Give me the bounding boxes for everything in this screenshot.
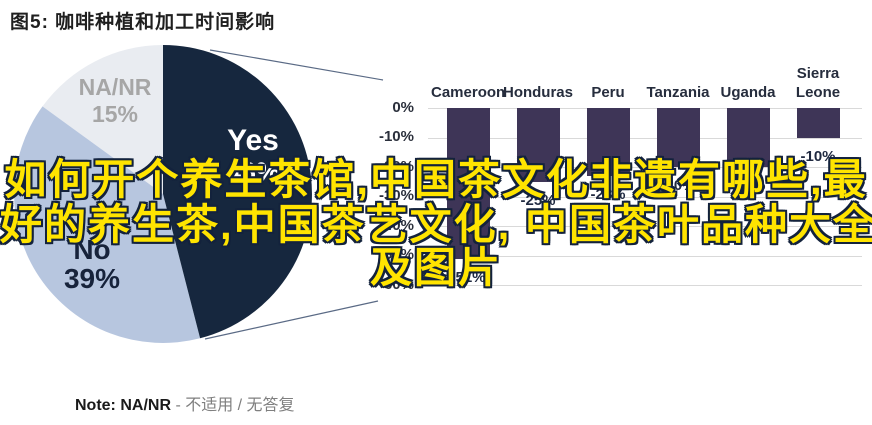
gridline <box>428 226 862 227</box>
category-label: Tanzania <box>646 84 710 101</box>
category-label: Cameroon <box>431 84 506 101</box>
bar <box>516 108 560 182</box>
bar <box>796 108 840 138</box>
gridline <box>428 137 862 139</box>
watermark-line-1: 如何开个养生茶馆,中国茶文化非遗有哪些,最 <box>4 156 868 203</box>
pie-slice-nanr <box>42 45 163 194</box>
bar-value-label: -23% <box>590 185 626 203</box>
callout-line-bottom <box>204 300 379 340</box>
category-label: Uganda <box>720 84 776 101</box>
gridline <box>428 285 862 286</box>
pie-label-no-pct: 39% <box>63 263 121 294</box>
bar <box>656 108 700 167</box>
category-label: Peru <box>591 84 625 101</box>
y-axis-tick-label: -50% <box>378 246 414 263</box>
gridline <box>428 196 862 198</box>
watermark-line-2: 好的养生茶,中国茶艺文化, 中国茶叶品种大全 <box>0 201 872 248</box>
gridline <box>428 255 862 257</box>
bar-value-label: -51% <box>450 268 486 286</box>
chart-title: 图5: 咖啡种植和加工时间影响 <box>10 12 276 33</box>
bar <box>726 108 770 167</box>
pie-footnote: Note: NA/NR - 不适用 / 无答复 <box>75 391 295 415</box>
y-axis-tick-label: -60% <box>378 275 414 293</box>
pie-label-yes: Yes <box>227 124 279 157</box>
bar-value-label: -20% <box>730 177 766 194</box>
pie-label-yes-pct: 46% <box>225 157 281 187</box>
bar <box>586 108 630 176</box>
y-axis-tick-label: -10% <box>378 128 414 145</box>
bar <box>446 108 490 259</box>
y-axis-tick-label: 0% <box>392 98 414 116</box>
pie-label-nanr: NA/NR <box>78 74 152 100</box>
watermark-line-3: 及图片 <box>369 244 502 291</box>
gridline <box>428 108 862 109</box>
pie-footnote-text: - 不适用 / 无答复 <box>171 397 295 414</box>
callout-line-top <box>209 49 384 81</box>
bar-value-label: -20% <box>660 177 696 194</box>
pie-slice-yes <box>163 45 312 339</box>
pie-label-no: No <box>73 234 111 265</box>
gridline <box>428 167 862 168</box>
category-label: Honduras <box>502 84 573 101</box>
pie-label-nanr-pct: 15% <box>91 101 139 127</box>
pie-footnote-prefix: Note: NA/NR <box>75 397 171 414</box>
bar-value-label: -25% <box>520 191 556 209</box>
y-axis-tick-label: -20% <box>378 157 414 175</box>
pie-slice-no <box>14 106 201 343</box>
y-axis-tick-label: -30% <box>378 187 414 204</box>
bar-value-label: -10% <box>800 147 836 165</box>
category-label: Sierra Leone <box>795 65 841 101</box>
y-axis-tick-label: -40% <box>378 216 414 234</box>
